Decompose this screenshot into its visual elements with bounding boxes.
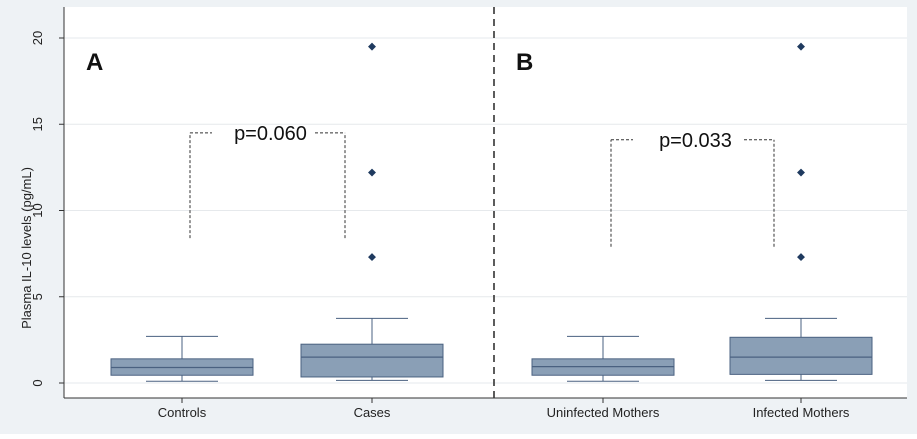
box-group: Uninfected Mothers <box>531 335 675 420</box>
plot-area <box>64 7 907 398</box>
box-group: Infected Mothers <box>729 42 873 420</box>
y-tick-label: 10 <box>30 203 45 217</box>
box <box>300 343 444 378</box>
outlier-point <box>797 168 805 177</box>
outlier-point <box>368 168 376 177</box>
x-tick-label: Infected Mothers <box>753 405 850 420</box>
panel-label: B <box>516 49 533 76</box>
panel-b: B Uninfected Mothers Infected Mothers p=0.0… <box>516 42 873 420</box>
outlier-point <box>797 253 805 262</box>
y-tick-label: 20 <box>30 31 45 45</box>
outlier-point <box>368 253 376 262</box>
p-value-bracket: p=0.060 <box>189 123 346 239</box>
box-group: Cases <box>300 42 444 420</box>
y-tick-label: 5 <box>30 293 45 300</box>
panel-a: A Controls Cases p=0.060 <box>86 42 444 420</box>
x-tick-label: Uninfected Mothers <box>547 405 660 420</box>
p-value-label: p=0.060 <box>234 123 307 145</box>
y-tick-label: 0 <box>30 379 45 386</box>
p-value-label: p=0.033 <box>659 130 732 152</box>
box <box>729 336 873 375</box>
y-tick-label: 15 <box>30 117 45 131</box>
x-tick-label: Controls <box>158 405 207 420</box>
panel-label: A <box>86 49 103 76</box>
box-group: Controls <box>110 335 254 420</box>
x-tick-label: Cases <box>354 405 391 420</box>
p-value-bracket: p=0.033 <box>610 130 775 247</box>
y-axis-label: Plasma IL-10 levels (pg/mL) <box>19 167 34 329</box>
